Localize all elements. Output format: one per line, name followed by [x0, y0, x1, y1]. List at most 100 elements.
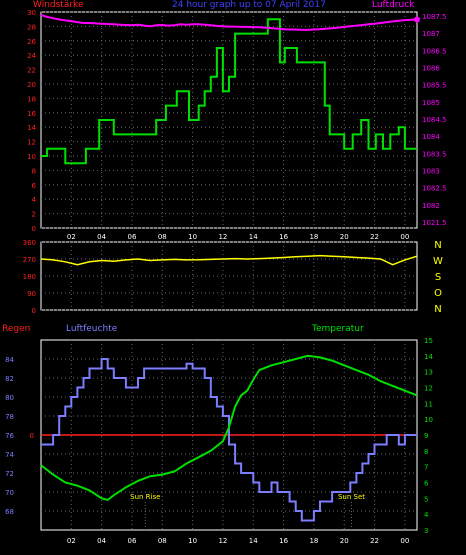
header-right-label: Luftdruck	[372, 0, 415, 10]
humidity-temperature-x-tick-label: 16	[279, 537, 288, 545]
temperature-y-tick-label: 11	[424, 400, 433, 408]
wind-pressure-x-tick-label: 16	[279, 233, 288, 241]
wind-pressure-x-tick-label: 14	[249, 233, 258, 241]
direction-compass-label: S	[435, 272, 441, 283]
direction-compass-label: W	[433, 256, 443, 267]
wind-pressure-x-tick-label: 00	[400, 233, 409, 241]
rain-axis-title: Regen	[2, 324, 30, 334]
humidity-y-tick-label: 76	[5, 432, 14, 440]
direction-compass-label: N	[434, 240, 441, 251]
temperature-y-tick-label: 7	[424, 464, 428, 472]
humidity-temperature-x-tick-label: 08	[158, 537, 167, 545]
sun-set-annotation: Sun Set	[338, 493, 365, 501]
humidity-y-tick-label: 74	[5, 451, 14, 459]
direction-compass-label: O	[434, 288, 442, 299]
temperature-y-tick-label: 6	[424, 480, 429, 488]
wind-pressure-x-tick-label: 12	[218, 233, 227, 241]
temperature-y-tick-label: 9	[424, 432, 428, 440]
humidity-temperature-x-tick-label: 10	[188, 537, 197, 545]
rain-y-tick-label: 0	[30, 432, 34, 440]
humidity-temperature-x-tick-label: 02	[67, 537, 76, 545]
humidity-temperature-x-tick-label: 06	[128, 537, 137, 545]
wind-y-tick-label: 4	[32, 196, 37, 204]
pressure-y-tick-label: 1087	[422, 30, 440, 38]
wind-y-tick-label: 0	[32, 225, 36, 233]
humidity-temperature-x-tick-label: 04	[97, 537, 106, 545]
humidity-axis-title: Luftfeuchte	[66, 324, 118, 334]
pressure-y-tick-label: 1082.5	[422, 185, 447, 193]
wind-y-tick-label: 18	[27, 95, 36, 103]
pressure-y-tick-label: 1083.5	[422, 150, 447, 158]
direction-y-tick-label: 0	[32, 307, 36, 315]
temperature-y-tick-label: 12	[424, 385, 433, 393]
humidity-y-tick-label: 82	[5, 375, 14, 383]
humidity-temperature-x-tick-label: 18	[309, 537, 318, 545]
pressure-y-tick-label: 1085	[422, 99, 440, 107]
direction-y-tick-label: 270	[23, 256, 36, 264]
temperature-y-tick-label: 13	[424, 369, 433, 377]
wind-pressure-x-tick-label: 22	[370, 233, 379, 241]
pressure-y-tick-label: 1086	[422, 65, 440, 73]
humidity-temperature-x-tick-label: 14	[249, 537, 258, 545]
humidity-temperature-x-tick-label: 12	[218, 537, 227, 545]
humidity-y-tick-label: 78	[5, 413, 14, 421]
humidity-y-tick-label: 72	[5, 470, 14, 478]
pressure-y-tick-label: 1085.5	[422, 82, 447, 90]
pressure-y-tick-label: 1084	[422, 133, 440, 141]
temperature-y-tick-label: 5	[424, 495, 428, 503]
humidity-series-line	[41, 358, 417, 522]
header-left-label: Windstärke	[33, 0, 84, 10]
temperature-y-tick-label: 10	[424, 416, 433, 424]
wind-y-tick-label: 2	[32, 211, 36, 219]
wind-y-tick-label: 16	[27, 110, 36, 118]
direction-y-tick-label: 360	[23, 239, 36, 247]
wind-pressure-x-tick-label: 18	[309, 233, 318, 241]
wind-y-tick-label: 30	[27, 9, 36, 17]
humidity-temperature-x-tick-label: 22	[370, 537, 379, 545]
humidity-y-tick-label: 80	[5, 394, 14, 402]
direction-series-line	[40, 254, 418, 266]
temperature-y-tick-label: 8	[424, 448, 428, 456]
pressure-y-tick-label: 1082	[422, 202, 440, 210]
humidity-temperature-x-tick-label: 00	[400, 537, 409, 545]
pressure-y-tick-label: 1083	[422, 168, 440, 176]
pressure-y-tick-label: 1087.5	[422, 13, 447, 21]
humidity-temperature-x-tick-label: 20	[340, 537, 349, 545]
temperature-y-tick-label: 15	[424, 337, 433, 345]
humidity-y-tick-label: 84	[5, 356, 14, 364]
direction-compass-label: N	[434, 304, 441, 315]
wind-pressure-x-tick-label: 10	[188, 233, 197, 241]
pressure-end-point	[414, 16, 420, 23]
wind-series-line	[41, 18, 417, 165]
wind-pressure-x-tick-label: 04	[97, 233, 106, 241]
direction-y-tick-label: 180	[23, 273, 36, 281]
wind-y-tick-label: 28	[27, 23, 36, 31]
temperature-y-tick-label: 4	[424, 511, 429, 519]
temperature-axis-title: Temperatur	[311, 324, 364, 334]
humidity-y-tick-label: 68	[5, 508, 14, 516]
pressure-y-tick-label: 1084.5	[422, 116, 447, 124]
wind-pressure-x-tick-label: 06	[128, 233, 137, 241]
wind-y-tick-label: 8	[32, 167, 36, 175]
wind-y-tick-label: 14	[27, 124, 36, 132]
temperature-y-tick-label: 3	[424, 527, 428, 535]
wind-y-tick-label: 26	[27, 38, 36, 46]
direction-y-tick-label: 90	[27, 290, 36, 298]
wind-y-tick-label: 20	[27, 81, 36, 89]
pressure-y-tick-label: 1021.5	[422, 219, 447, 227]
sun-rise-annotation: Sun Rise	[130, 493, 160, 501]
pressure-y-tick-label: 1086.5	[422, 47, 447, 55]
temperature-series-line	[40, 354, 418, 501]
temperature-y-tick-label: 14	[424, 353, 433, 361]
wind-pressure-x-tick-label: 20	[340, 233, 349, 241]
wind-pressure-x-tick-label: 08	[158, 233, 167, 241]
header-title: 24 hour graph up to 07 April 2017	[172, 0, 326, 10]
pressure-series-line	[40, 13, 418, 31]
humidity-y-tick-label: 70	[5, 489, 14, 497]
wind-y-tick-label: 12	[27, 139, 36, 147]
wind-y-tick-label: 10	[27, 153, 36, 161]
wind-y-tick-label: 24	[27, 52, 36, 60]
wind-y-tick-label: 22	[27, 67, 36, 75]
wind-pressure-x-tick-label: 02	[67, 233, 76, 241]
